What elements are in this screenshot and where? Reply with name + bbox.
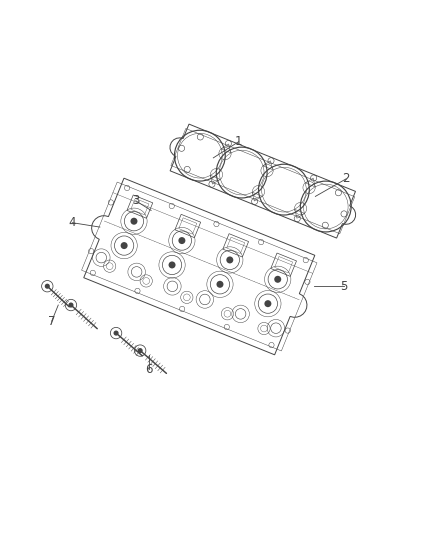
Text: 5: 5 <box>340 280 347 293</box>
Text: 4: 4 <box>68 216 76 229</box>
Text: 1: 1 <box>235 135 243 148</box>
Circle shape <box>274 276 281 283</box>
Circle shape <box>226 256 233 263</box>
Circle shape <box>178 237 185 244</box>
Text: 2: 2 <box>342 172 350 185</box>
Circle shape <box>265 300 272 307</box>
Circle shape <box>120 242 127 249</box>
Text: 3: 3 <box>132 195 139 207</box>
Circle shape <box>131 217 138 225</box>
Circle shape <box>45 284 50 289</box>
Circle shape <box>138 348 143 353</box>
Circle shape <box>169 262 176 269</box>
Circle shape <box>68 303 74 308</box>
Text: 7: 7 <box>48 315 56 328</box>
Text: 6: 6 <box>145 363 153 376</box>
Circle shape <box>113 330 119 336</box>
Circle shape <box>216 281 223 288</box>
